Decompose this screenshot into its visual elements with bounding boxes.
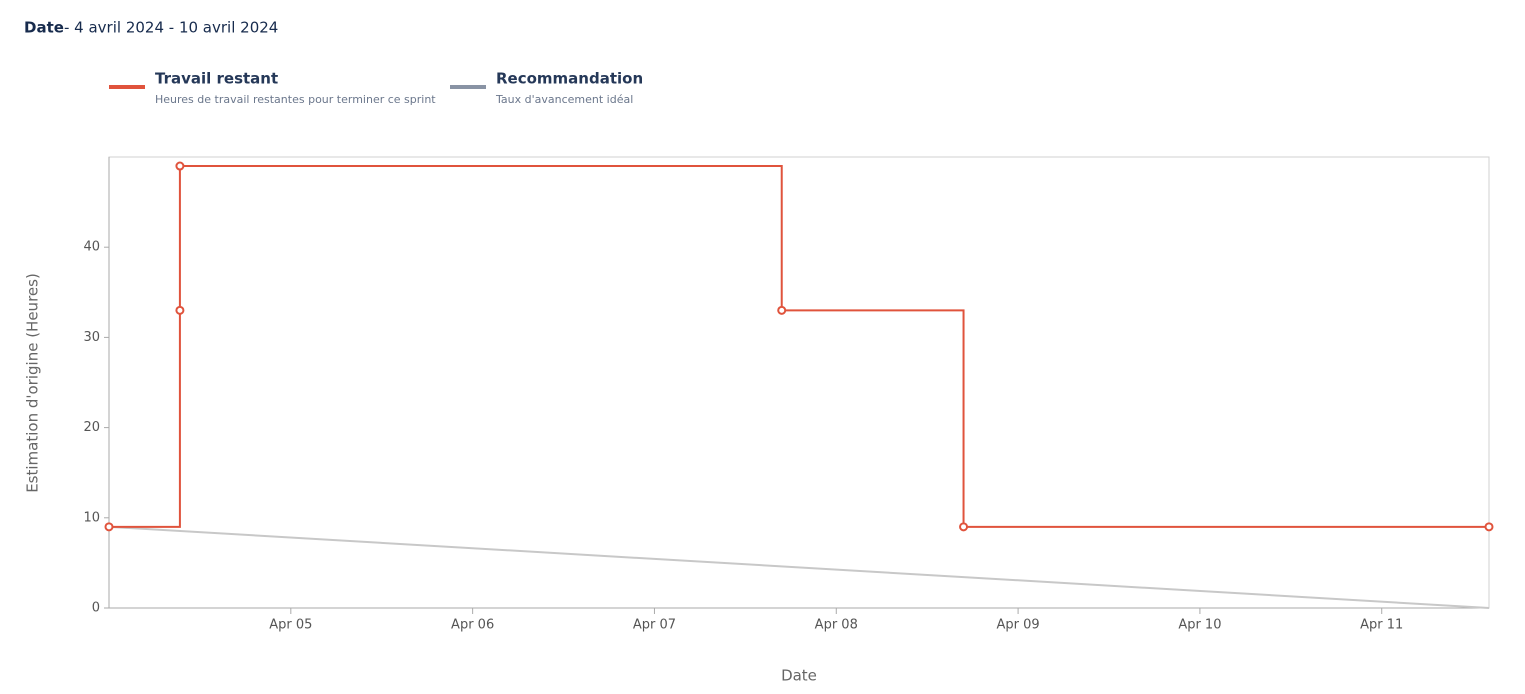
data-point — [1484, 522, 1494, 532]
legend-name: Travail restant — [155, 70, 278, 88]
data-point — [777, 305, 787, 315]
y-axis-label: Estimation d'origine (Heures) — [24, 273, 42, 493]
x-axis-label: Date — [781, 667, 817, 685]
header-label: Date — [24, 19, 64, 37]
series-line — [108, 525, 1490, 609]
legend-name: Recommandation — [496, 70, 643, 88]
x-tick-label: Apr 05 — [269, 618, 312, 633]
data-point — [175, 305, 185, 315]
data-point — [104, 522, 114, 532]
y-tick-label: 10 — [83, 510, 100, 525]
x-tick-label: Apr 07 — [633, 618, 676, 633]
plot-frame — [108, 156, 1490, 609]
legend-description: Taux d'avancement idéal — [495, 93, 633, 106]
series-line — [109, 165, 1489, 528]
y-tick-label: 40 — [83, 240, 100, 255]
x-tick-label: Apr 11 — [1360, 618, 1403, 633]
header-range: - 4 avril 2024 - 10 avril 2024 — [64, 19, 278, 37]
y-tick-label: 20 — [83, 420, 100, 435]
x-tick-label: Apr 10 — [1178, 618, 1221, 633]
x-tick-label: Apr 09 — [997, 618, 1040, 633]
y-tick-label: 0 — [92, 601, 100, 616]
data-point — [175, 161, 185, 171]
x-tick-label: Apr 08 — [815, 618, 858, 633]
y-tick-label: 30 — [83, 330, 100, 345]
x-tick-label: Apr 06 — [451, 618, 494, 633]
data-point — [959, 522, 969, 532]
legend-description: Heures de travail restantes pour termine… — [155, 93, 436, 106]
